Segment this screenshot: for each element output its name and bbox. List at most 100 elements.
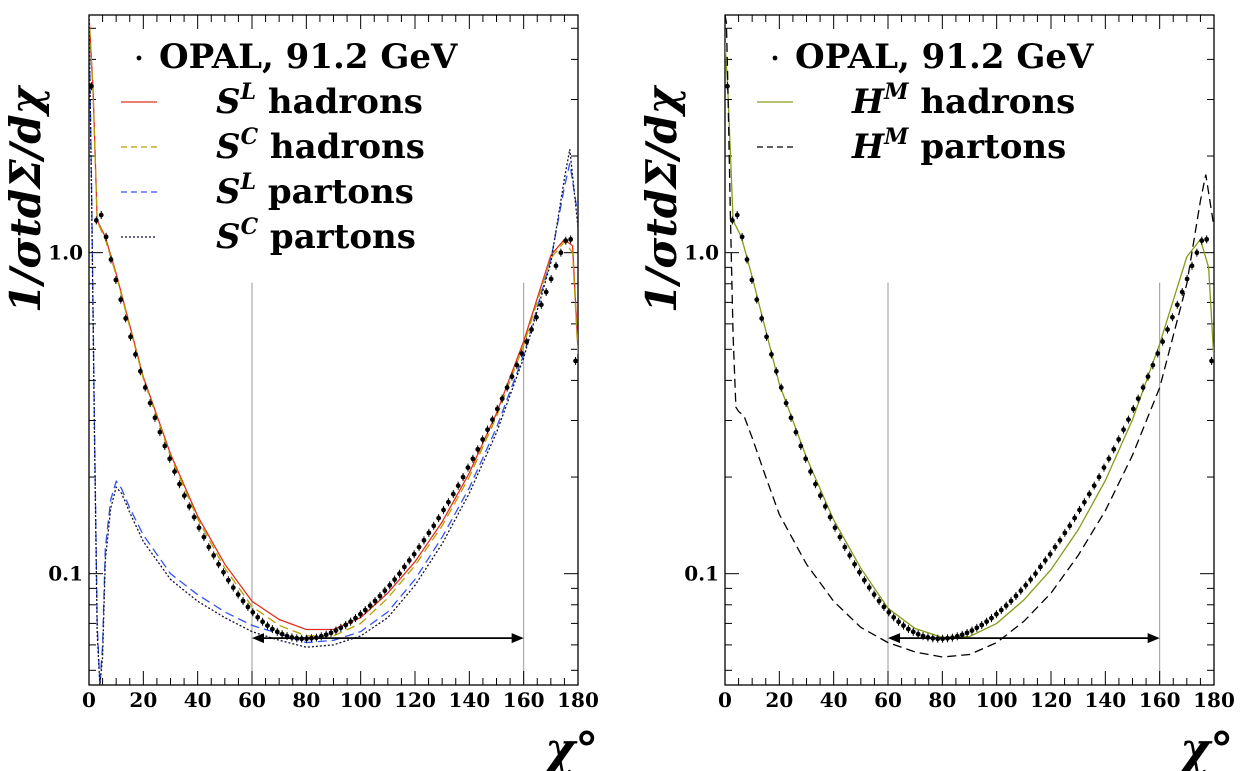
data-point — [857, 569, 862, 575]
x-tick-label: 60 — [874, 688, 902, 712]
x-tick-label: 60 — [238, 688, 266, 712]
data-point — [245, 604, 251, 610]
data-point — [441, 507, 446, 513]
data-point — [866, 585, 872, 590]
data-point — [1072, 515, 1078, 521]
data-point — [563, 238, 569, 244]
data-point — [1140, 385, 1146, 390]
data-point — [1189, 263, 1195, 269]
data-point — [793, 429, 799, 435]
data-point — [485, 427, 490, 433]
data-point — [1116, 436, 1122, 442]
data-point — [274, 629, 280, 635]
data-point — [480, 436, 486, 442]
y-tick-label: 0.1 — [684, 562, 719, 586]
y-tick-label: 1.0 — [684, 241, 719, 265]
data-point — [1003, 603, 1009, 609]
data-point — [152, 415, 158, 421]
data-point — [1096, 474, 1102, 480]
data-point — [460, 474, 466, 480]
data-point — [529, 327, 534, 332]
data-point — [759, 316, 765, 321]
legend-label: SL partons — [216, 169, 414, 212]
data-point — [221, 569, 226, 575]
data-point — [553, 263, 559, 269]
data-point — [734, 212, 740, 218]
data-point — [886, 609, 892, 615]
data-point — [397, 571, 402, 577]
series-line — [89, 15, 578, 685]
data-point — [1111, 446, 1117, 452]
data-point — [1170, 314, 1175, 320]
data-point — [465, 465, 471, 471]
data-point — [436, 515, 442, 521]
data-point — [137, 368, 143, 374]
data-point — [103, 234, 109, 240]
data-point — [1008, 598, 1014, 604]
data-point — [128, 334, 133, 340]
data-point — [113, 277, 119, 283]
data-point — [519, 351, 525, 356]
arrow-head — [1147, 633, 1160, 644]
data-point — [817, 493, 823, 499]
data-point — [984, 619, 990, 625]
legend-label: OPAL, 91.2 GeV — [795, 37, 1094, 77]
data-point — [216, 561, 221, 567]
data-point — [524, 339, 530, 345]
data-point — [411, 551, 417, 557]
data-point — [989, 615, 994, 621]
legend-marker — [136, 55, 142, 61]
data-point — [372, 598, 378, 604]
data-point — [910, 629, 916, 635]
data-point — [901, 623, 906, 629]
data-point — [328, 630, 334, 636]
data-point — [803, 456, 809, 462]
data-point — [1204, 236, 1210, 242]
data-point — [1086, 491, 1092, 497]
legend-label: SL hadrons — [216, 79, 423, 122]
data-point — [1047, 551, 1053, 557]
data-point — [778, 385, 784, 390]
data-point — [446, 499, 451, 505]
x-tick-label: 180 — [557, 688, 599, 712]
data-point — [240, 598, 246, 604]
data-point — [1194, 250, 1200, 256]
data-point — [798, 443, 804, 449]
data-point — [279, 631, 285, 637]
data-point — [573, 358, 578, 364]
x-tick-label: 140 — [1084, 688, 1126, 712]
data-point — [196, 525, 202, 531]
data-point — [876, 598, 882, 604]
data-point — [959, 632, 965, 638]
data-point — [494, 406, 500, 412]
x-tick-label: 140 — [448, 688, 490, 712]
data-point — [1199, 238, 1205, 244]
data-point — [167, 456, 173, 462]
arrow-head — [252, 633, 264, 644]
data-point — [534, 314, 539, 320]
data-point — [1155, 351, 1161, 356]
data-point — [1209, 358, 1214, 364]
data-point — [338, 625, 344, 631]
x-tick-label: 40 — [820, 688, 848, 712]
data-point — [847, 553, 853, 558]
data-point — [191, 514, 197, 520]
data-point — [1184, 276, 1190, 282]
data-point — [538, 302, 544, 308]
data-point — [964, 630, 970, 636]
data-point — [1106, 456, 1112, 462]
data-point — [783, 400, 789, 406]
legend-marker — [772, 55, 778, 61]
data-point — [431, 523, 437, 529]
y-tick-label: 0.1 — [48, 562, 83, 586]
data-point — [568, 236, 574, 242]
data-point — [499, 396, 505, 402]
data-point — [142, 385, 148, 390]
data-point — [1082, 499, 1087, 505]
data-point — [773, 368, 779, 374]
legend-label: SC partons — [216, 214, 416, 257]
data-point — [392, 577, 398, 582]
y-axis-label: 1/σtdΣ/dχ — [637, 84, 686, 313]
data-point — [1101, 465, 1107, 471]
